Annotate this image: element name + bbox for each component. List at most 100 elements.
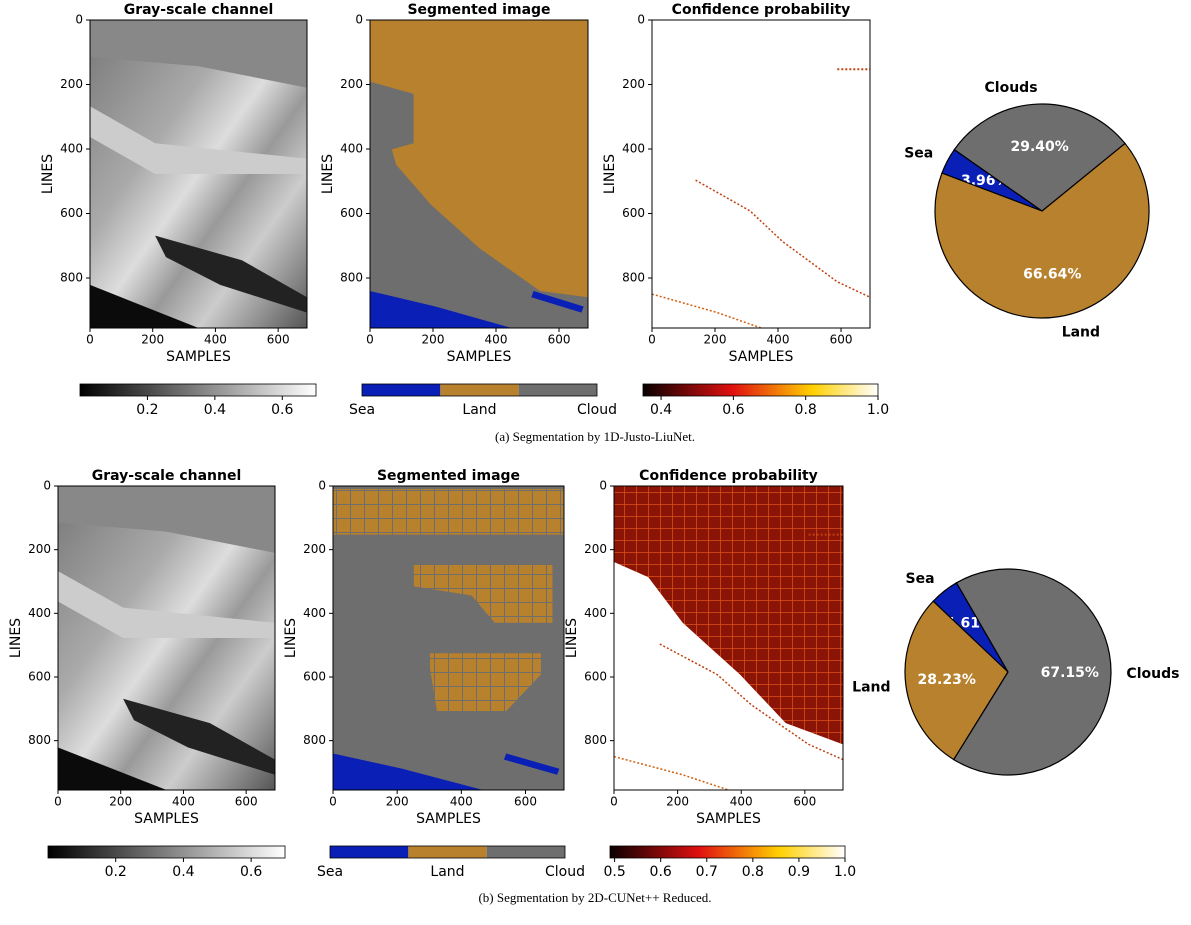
x-tick-label: 400 xyxy=(172,795,195,809)
y-axis-label: LINES xyxy=(602,154,618,194)
x-tick-label: 200 xyxy=(141,333,164,347)
x-tick-label: 600 xyxy=(235,795,258,809)
y-tick-label: 600 xyxy=(303,669,326,683)
colorbar-frame xyxy=(609,845,846,859)
plot-frame xyxy=(332,485,565,791)
pie-wedge xyxy=(952,568,1112,776)
x-tick-label: 0 xyxy=(329,795,337,809)
pie-label: Clouds xyxy=(985,80,1038,96)
colorbar-frame xyxy=(79,383,317,397)
y-axis-label: LINES xyxy=(283,618,299,658)
pie-wedge xyxy=(934,142,1150,319)
x-tick-label: 0 xyxy=(610,795,618,809)
panel-title: Segmented image xyxy=(377,468,520,484)
x-tick-label: 400 xyxy=(450,795,473,809)
land-region xyxy=(413,565,553,623)
colorbar-segment xyxy=(362,384,441,396)
colorbar-label: Land xyxy=(430,864,464,880)
plot-frame xyxy=(651,19,871,329)
panel-title: Gray-scale channel xyxy=(92,468,242,484)
y-axis-label: LINES xyxy=(564,618,580,658)
x-tick-label: 400 xyxy=(204,333,227,347)
y-tick-label: 400 xyxy=(303,606,326,620)
colorbar-tick-label: 0.4 xyxy=(650,402,672,418)
y-tick-label: 400 xyxy=(584,606,607,620)
colorbar-segment xyxy=(440,384,519,396)
colorbar-label: Cloud xyxy=(577,402,617,418)
y-tick-label: 600 xyxy=(60,206,83,220)
image-feature xyxy=(155,235,307,313)
plot-frame xyxy=(613,485,844,791)
colorbar-label: Sea xyxy=(317,864,343,880)
pie-label: Sea xyxy=(904,145,933,161)
land-region xyxy=(370,20,588,298)
colorbar-tick-label: 0.6 xyxy=(271,402,293,418)
colorbar-label: Cloud xyxy=(545,864,585,880)
y-tick-label: 200 xyxy=(340,77,363,91)
x-tick-label: 600 xyxy=(514,795,537,809)
colorbar-tick-label: 0.6 xyxy=(240,864,262,880)
image-feature xyxy=(58,486,275,553)
colorbar xyxy=(80,384,316,396)
image-feature xyxy=(58,747,167,790)
plot-frame xyxy=(369,19,589,329)
x-tick-label: 200 xyxy=(422,333,445,347)
x-tick-label: 200 xyxy=(666,795,689,809)
pie-wedge xyxy=(953,103,1126,212)
image-feature xyxy=(123,698,275,775)
image-panel: Segmented image SAMPLES LINES 0 200 400 600 0 20… xyxy=(283,468,585,880)
colorbar xyxy=(48,846,285,858)
x-axis-label: SAMPLES xyxy=(134,811,199,827)
image-feature xyxy=(58,571,275,638)
y-tick-label: 200 xyxy=(303,542,326,556)
x-tick-label: 600 xyxy=(830,333,853,347)
x-tick-label: 400 xyxy=(767,333,790,347)
y-tick-label: 400 xyxy=(60,142,83,156)
colorbar-frame xyxy=(361,383,598,397)
y-tick-label: 400 xyxy=(340,142,363,156)
x-tick-label: 200 xyxy=(386,795,409,809)
y-tick-label: 800 xyxy=(303,733,326,747)
x-tick-label: 0 xyxy=(648,333,656,347)
pie-label: Land xyxy=(1062,324,1100,340)
x-axis-label: SAMPLES xyxy=(166,349,231,365)
y-tick-label: 200 xyxy=(622,77,645,91)
image-panel: Gray-scale channel SAMPLES LINES 0 200 400 600… xyxy=(40,2,317,418)
plot-frame xyxy=(57,485,276,791)
sea-region xyxy=(370,291,512,328)
land-region xyxy=(430,653,541,711)
x-tick-label: 600 xyxy=(793,795,816,809)
colorbar-segment xyxy=(486,846,565,858)
y-tick-label: 200 xyxy=(60,77,83,91)
y-tick-label: 600 xyxy=(28,669,51,683)
x-axis-label: SAMPLES xyxy=(416,811,481,827)
confidence-region xyxy=(614,486,843,745)
pie-value-label: 28.23% xyxy=(918,672,976,688)
image-feature xyxy=(90,20,307,88)
colorbar-tick-label: 0.8 xyxy=(742,864,764,880)
colorbar-tick-label: 0.9 xyxy=(788,864,810,880)
x-tick-label: 400 xyxy=(730,795,753,809)
sea-region xyxy=(503,753,560,775)
image-panel: Confidence probability SAMPLES LINES 0 200 40… xyxy=(602,2,889,418)
y-tick-label: 0 xyxy=(318,479,326,493)
y-tick-label: 600 xyxy=(584,669,607,683)
image-feature xyxy=(90,284,199,328)
caption: (b) Segmentation by 2D-CUNet++ Reduced. xyxy=(478,890,711,905)
y-tick-label: 800 xyxy=(60,271,83,285)
x-tick-label: 0 xyxy=(54,795,62,809)
colorbar-label: Sea xyxy=(349,402,375,418)
colorbar-label: Land xyxy=(462,402,496,418)
panel-title: Confidence probability xyxy=(639,468,818,484)
colorbar-frame xyxy=(329,845,566,859)
y-tick-label: 400 xyxy=(28,606,51,620)
colorbar-frame xyxy=(642,383,879,397)
panel-title: Gray-scale channel xyxy=(124,2,274,18)
pie-label: Sea xyxy=(906,571,935,587)
x-tick-label: 600 xyxy=(548,333,571,347)
y-tick-label: 400 xyxy=(622,142,645,156)
y-tick-label: 800 xyxy=(340,271,363,285)
y-tick-label: 800 xyxy=(622,271,645,285)
y-tick-label: 600 xyxy=(340,206,363,220)
